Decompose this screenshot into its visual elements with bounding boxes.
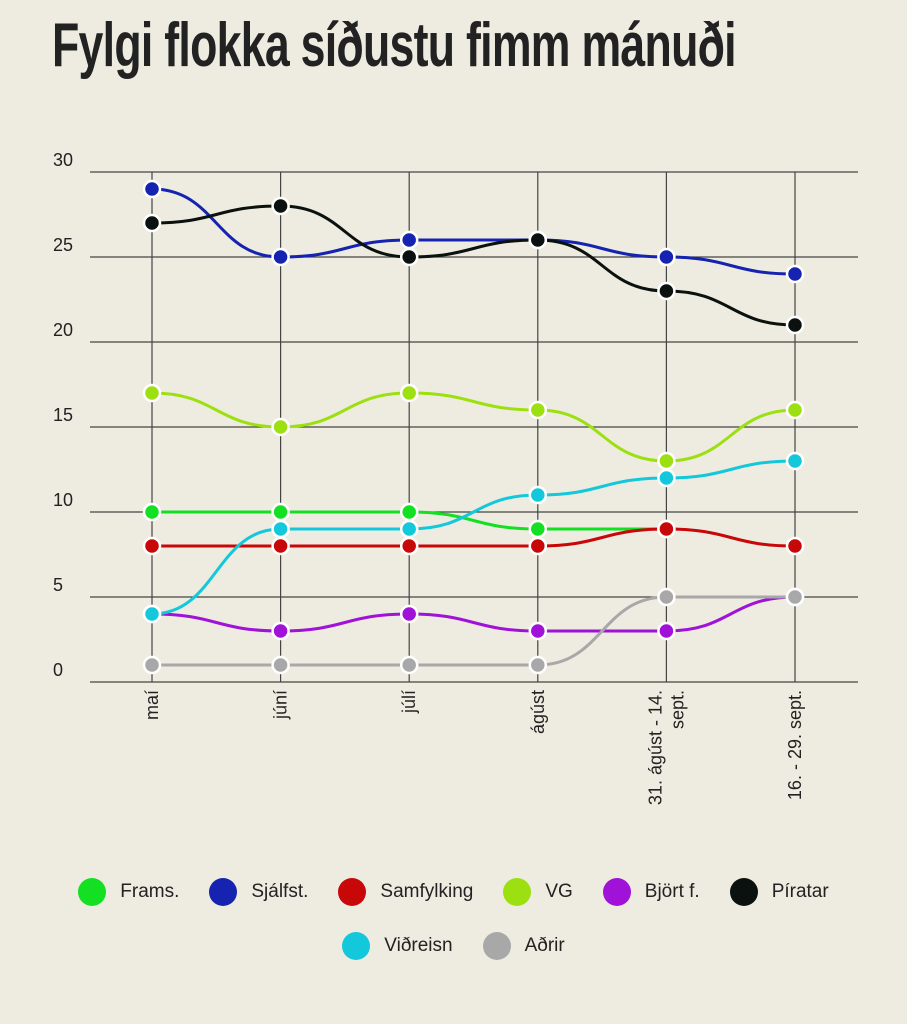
legend-item: VG (503, 878, 573, 906)
series-line-4 (151, 595, 796, 633)
data-point (528, 621, 548, 641)
data-point (528, 485, 548, 505)
x-tick-label: júlí (399, 690, 419, 714)
data-point (142, 383, 162, 403)
legend-item: Aðrir (482, 932, 565, 960)
x-tick-label: júní (271, 690, 291, 720)
x-tick-label-line: sept. (667, 690, 687, 729)
data-point (528, 230, 548, 250)
data-point (785, 587, 805, 607)
x-tick-label: 16. - 29. sept. (785, 690, 805, 800)
legend-swatch (209, 878, 238, 906)
data-point (657, 468, 676, 488)
data-point (657, 281, 676, 301)
data-point (142, 502, 162, 522)
series-line-3 (151, 391, 796, 463)
legend-swatch (482, 932, 511, 960)
data-point (785, 315, 805, 335)
data-point (399, 536, 419, 556)
legend-item: Viðreisn (342, 932, 453, 960)
data-point (271, 247, 290, 267)
data-point (142, 536, 162, 556)
y-tick-label: 5 (53, 575, 63, 595)
data-point (528, 519, 548, 539)
data-point (785, 451, 805, 471)
x-tick-label: 31. ágúst - 14. sept. (645, 690, 687, 805)
data-point (142, 604, 162, 624)
chart-title: Fylgi flokka síðustu fimm mánuði (52, 11, 737, 80)
series-line-1 (151, 187, 796, 276)
data-point (528, 536, 548, 556)
data-point (785, 264, 805, 284)
x-tick-label-line: ágúst (528, 690, 548, 734)
data-point (399, 383, 419, 403)
legend-swatch (503, 878, 532, 906)
legend-swatch (729, 878, 758, 906)
y-tick-label: 10 (53, 490, 73, 510)
data-point (399, 230, 419, 250)
x-tick-label-line: maí (142, 690, 162, 720)
data-point (399, 604, 419, 624)
data-point (657, 247, 676, 267)
data-point (785, 400, 805, 420)
chart-legend: Frams. Sjálfst. Samfylking VG Björt f. Pírata… (0, 878, 907, 960)
data-point (399, 519, 419, 539)
legend-label: Sjálfst. (251, 881, 309, 902)
legend-item: Sjálfst. (209, 878, 308, 906)
legend-item: Samfylking (338, 878, 473, 906)
data-point (399, 247, 419, 267)
x-tick-label: ágúst (528, 690, 548, 734)
y-tick-label: 0 (53, 660, 63, 680)
data-point (657, 451, 676, 471)
data-point (271, 621, 290, 641)
data-point (271, 519, 290, 539)
legend-swatch (338, 878, 367, 906)
line-chart: 0 5 10 15 20 25 30 maí júní júlí ágúst 31. ágúst - … (53, 150, 858, 805)
data-point (528, 655, 548, 675)
legend-swatch (342, 932, 371, 960)
x-tick-label-line: júlí (399, 690, 419, 714)
data-point (142, 213, 162, 233)
y-tick-label: 25 (53, 235, 73, 255)
x-tick-label-line: 31. ágúst - 14. (645, 690, 665, 805)
legend-label: Viðreisn (384, 935, 453, 956)
x-tick-label-line: 16. - 29. sept. (785, 690, 805, 800)
data-point (785, 536, 805, 556)
y-tick-label: 20 (53, 320, 73, 340)
data-point (271, 536, 290, 556)
data-point (271, 655, 290, 675)
series-line-5 (151, 204, 796, 327)
legend-label: Samfylking (380, 881, 474, 902)
data-point (142, 655, 162, 675)
series-line-2 (152, 527, 796, 548)
x-tick-label-line: júní (271, 690, 291, 720)
data-point (271, 196, 290, 216)
series-line-6 (151, 459, 796, 616)
data-point (399, 655, 419, 675)
data-point (271, 502, 290, 522)
y-tick-label: 15 (53, 405, 73, 425)
y-tick-label: 30 (53, 150, 73, 170)
legend-label: Píratar (771, 881, 829, 902)
data-point (271, 417, 290, 437)
legend-item: Píratar (729, 878, 829, 906)
legend-item: Frams. (78, 878, 179, 906)
x-tick-label: maí (142, 690, 162, 720)
data-point (142, 179, 162, 199)
data-point (657, 621, 676, 641)
data-point (657, 519, 676, 539)
legend-label: Björt f. (644, 881, 700, 902)
legend-item: Björt f. (602, 878, 700, 906)
series-line-7 (152, 595, 795, 667)
legend-label: VG (545, 881, 573, 902)
legend-label: Frams. (120, 881, 180, 902)
legend-label: Aðrir (524, 935, 565, 956)
legend-swatch (602, 878, 631, 906)
data-point (657, 587, 676, 607)
legend-swatch (78, 878, 107, 906)
data-point (399, 502, 419, 522)
data-point (528, 400, 548, 420)
